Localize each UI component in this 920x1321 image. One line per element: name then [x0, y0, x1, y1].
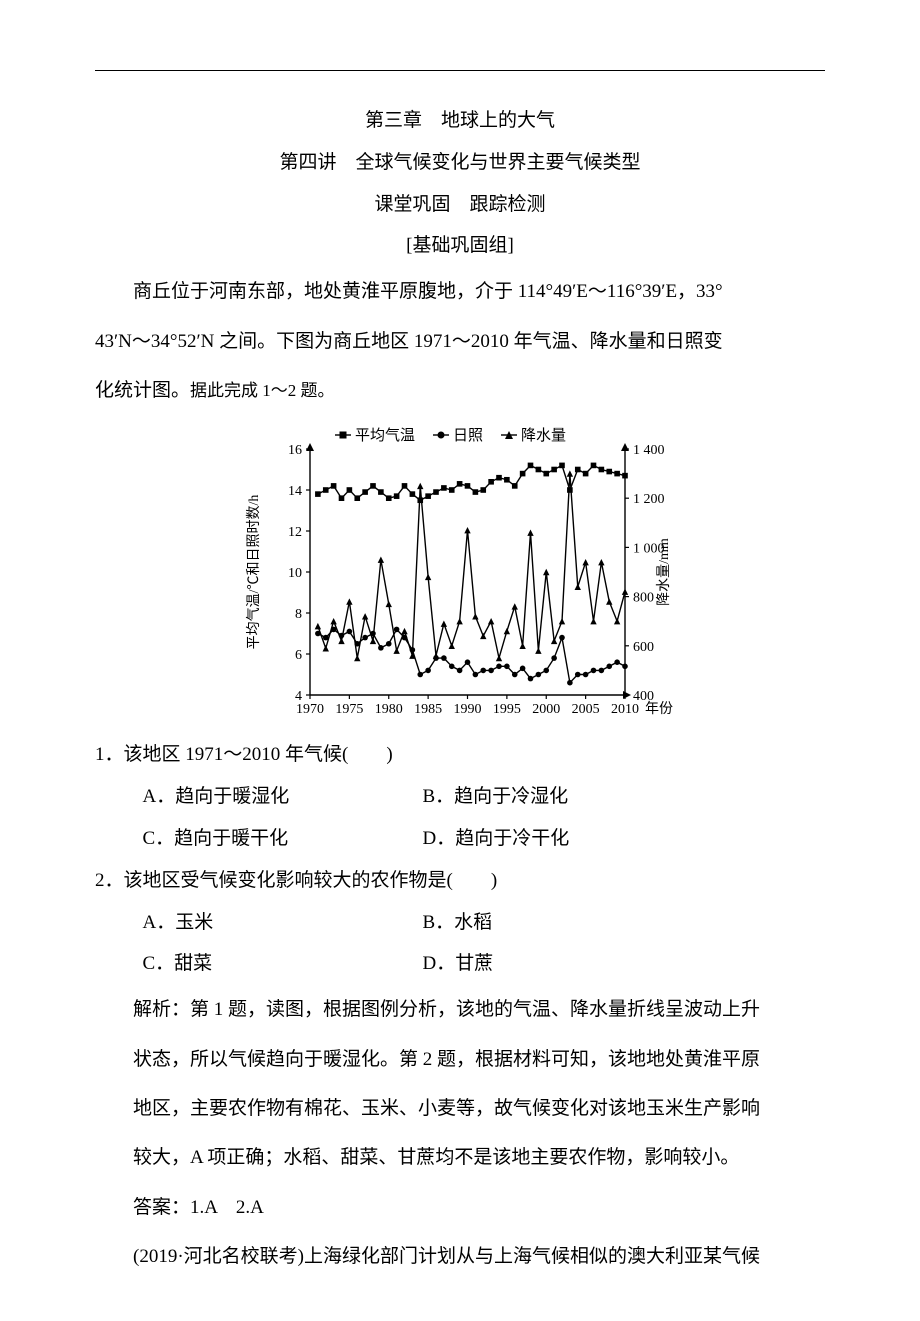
q1-row2: C．趋向于暖干化 D．趋向于冷干化 [143, 818, 826, 860]
q1-row1: A．趋向于暖湿化 B．趋向于冷湿化 [143, 776, 826, 818]
explain-p4: 较大，A 项正确；水稻、甜菜、甘蔗均不是该地主要农作物，影响较小。 [95, 1133, 825, 1182]
svg-text:1975: 1975 [335, 702, 363, 717]
q2-opt-a: A．玉米 [143, 902, 423, 944]
svg-text:日照: 日照 [453, 428, 483, 444]
svg-text:10: 10 [288, 566, 302, 581]
svg-text:600: 600 [633, 640, 654, 655]
svg-text:降水量/mm: 降水量/mm [656, 538, 672, 606]
q2-opt-c: C．甜菜 [143, 943, 423, 985]
svg-text:1 400: 1 400 [633, 443, 665, 458]
q2-opt-d: D．甘蔗 [423, 943, 703, 985]
top-rule [95, 70, 825, 71]
svg-text:16: 16 [288, 443, 302, 458]
q2-row2: C．甜菜 D．甘蔗 [143, 943, 826, 985]
svg-text:1990: 1990 [454, 702, 482, 717]
svg-text:1970: 1970 [296, 702, 324, 717]
svg-text:1 200: 1 200 [633, 493, 665, 508]
explain-p2: 状态，所以气候趋向于暖湿化。第 2 题，根据材料可知，该地地处黄淮平原 [95, 1035, 825, 1084]
svg-text:1995: 1995 [493, 702, 521, 717]
q1-stem: 1．该地区 1971～2010 年气候( ) [95, 734, 825, 776]
svg-text:2000: 2000 [532, 702, 560, 717]
svg-text:年份: 年份 [645, 701, 673, 717]
svg-text:平均气温: 平均气温 [355, 427, 415, 444]
intro-p1: 商丘位于河南东部，地处黄淮平原腹地，介于 114°49′E～116°39′E，3… [95, 267, 825, 316]
q2-opt-b: B．水稻 [423, 902, 703, 944]
intro-p3b: 据此完成 1～2 题。 [190, 381, 335, 400]
svg-text:2010: 2010 [611, 702, 639, 717]
chart-container: 平均气温日照降水量468101214164006008001 0001 2001… [95, 423, 825, 728]
svg-text:1985: 1985 [414, 702, 442, 717]
svg-text:12: 12 [288, 525, 302, 540]
q1-opt-a: A．趋向于暖湿化 [143, 776, 423, 818]
chapter-title: 第三章 地球上的大气 [95, 100, 825, 142]
section-title: 课堂巩固 跟踪检测 [95, 184, 825, 226]
answer-line: 答案：1.A 2.A [95, 1183, 825, 1232]
intro-p3: 化统计图。据此完成 1～2 题。 [95, 366, 825, 415]
intro-p3a: 化统计图。 [95, 380, 190, 401]
q1-opt-c: C．趋向于暖干化 [143, 818, 423, 860]
group-title: [基础巩固组] [95, 225, 825, 267]
svg-text:8: 8 [295, 607, 302, 622]
q1-opt-b: B．趋向于冷湿化 [423, 776, 703, 818]
q2-row1: A．玉米 B．水稻 [143, 902, 826, 944]
svg-text:降水量: 降水量 [521, 427, 566, 444]
q1-opt-d: D．趋向于冷干化 [423, 818, 703, 860]
next-passage: (2019·河北名校联考)上海绿化部门计划从与上海气候相似的澳大利亚某气候 [95, 1232, 825, 1281]
svg-text:6: 6 [295, 648, 302, 663]
svg-text:1980: 1980 [375, 702, 403, 717]
svg-text:2005: 2005 [572, 702, 600, 717]
intro-p2: 43′N～34°52′N 之间。下图为商丘地区 1971～2010 年气温、降水… [95, 317, 825, 366]
svg-text:800: 800 [633, 591, 654, 606]
svg-text:14: 14 [288, 484, 302, 499]
explain-p1: 解析：第 1 题，读图，根据图例分析，该地的气温、降水量折线呈波动上升 [95, 985, 825, 1034]
climate-chart: 平均气温日照降水量468101214164006008001 0001 2001… [240, 423, 680, 723]
q2-stem: 2．该地区受气候变化影响较大的农作物是( ) [95, 860, 825, 902]
lecture-title: 第四讲 全球气候变化与世界主要气候类型 [95, 142, 825, 184]
svg-text:平均气温/℃和日照时数/h: 平均气温/℃和日照时数/h [246, 495, 262, 650]
explain-p3: 地区，主要农作物有棉花、玉米、小麦等，故气候变化对该地玉米生产影响 [95, 1084, 825, 1133]
